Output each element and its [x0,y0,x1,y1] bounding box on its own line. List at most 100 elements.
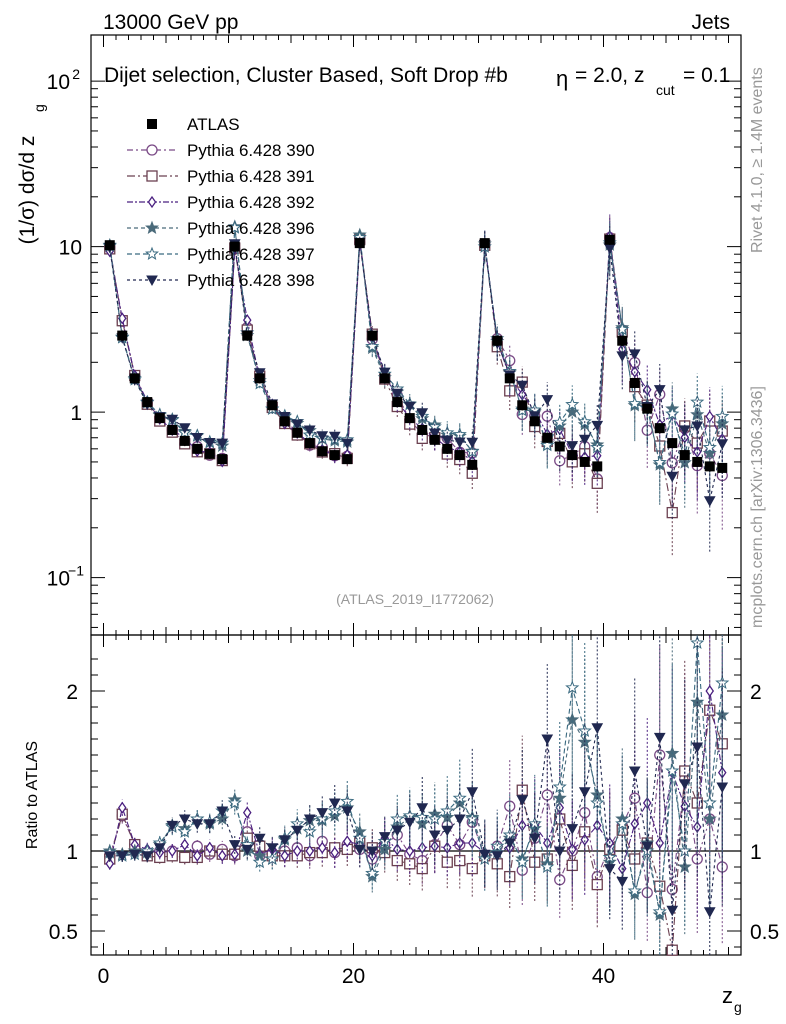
ratio-tick-label: 0.5 [49,921,78,944]
ratio-point [227,795,242,810]
legend-label-atlas: ATLAS [187,115,240,134]
ratio-point [228,840,241,851]
y-tick-label: 10 [59,237,82,260]
ratio-point [577,723,592,738]
series-point [540,437,555,452]
ratio-point [316,808,329,819]
ratio-point [566,824,579,835]
x-axis-label-sub: g [734,999,742,1015]
series-point [178,423,191,434]
mcplots-credit: mcplots.cern.ch [arXiv:1306.3436] [749,386,766,628]
ratio-point [179,851,191,864]
atlas-point [529,416,540,427]
atlas-point [154,413,165,424]
y-tick-label: 1 [70,402,82,425]
atlas-point [379,373,390,384]
series-point [453,437,466,449]
ratio-point [516,795,529,806]
header-right: Jets [691,11,730,34]
series-point [591,420,604,432]
ratio-point [178,814,191,826]
rivet-version: Rivet 4.1.0, ≥ 1.4M events [749,67,766,253]
ratio-point [653,732,666,744]
ratio-point [403,817,416,829]
ratio-point [266,843,279,854]
y-tick-label: 10 [47,71,70,94]
ratio-point [205,841,215,854]
ratio-point [291,825,304,837]
atlas-point [104,240,115,251]
ratio-point [141,851,154,862]
ratio-point [466,787,479,798]
atlas-point [179,435,190,446]
atlas-point [479,238,490,249]
series-point [516,380,529,392]
ratio-point [366,846,379,858]
y-axis-label-ratio: Ratio to ATLAS [24,741,41,849]
legend-label-0: Pythia 6.428 390 [187,141,315,160]
y-axis-label-main: (1/σ) dσ/d z [16,136,39,245]
series-point [378,367,391,379]
ratio-point [280,849,290,862]
atlas-point [554,441,565,452]
ratio-point [603,864,616,875]
atlas-point [454,450,465,461]
series-point [291,419,304,431]
series-point [702,440,717,454]
ratio-point [552,790,567,805]
atlas-point [442,443,453,454]
x-tick-label: 20 [342,965,365,988]
ratio-point [541,734,554,746]
atlas-point [329,450,340,461]
ratio-point [702,811,717,826]
ratio-point [415,810,430,824]
ratio-point [180,838,190,851]
atlas-point [704,461,715,472]
ratio-point [405,844,415,858]
ratio-point [241,844,254,856]
series-point [703,496,716,507]
series-point [253,368,266,379]
ratio-point [217,849,227,862]
series-point [466,437,479,449]
title-suffix: = 2.0, z [575,64,644,87]
ratio-point [303,814,316,826]
atlas-point [717,462,728,473]
legend-label-4: Pythia 6.428 397 [187,245,315,264]
ratio-point [528,833,541,845]
ratio-point [153,843,166,854]
series-point [652,455,667,469]
ratio-point [466,862,478,875]
atlas-point [417,424,428,435]
series-point [441,435,454,447]
ratio-point [353,844,366,856]
atlas-point [279,416,290,427]
analysis-tag: (ATLAS_2019_I1772062) [336,591,494,607]
ratio-point [378,832,391,843]
ratio-point [616,876,629,888]
series-point [566,441,579,452]
series-point [416,408,429,419]
series-point [341,438,354,450]
ratio-point [292,844,302,858]
atlas-point [467,459,478,470]
ratio-point [565,680,580,694]
series-point [616,351,629,362]
ratio-point [117,801,127,814]
ratio-point [602,850,617,864]
series-point [628,349,641,360]
ratio-point [615,816,630,830]
ratio-point [305,844,315,858]
series-point [577,414,592,428]
ratio-point [166,820,179,832]
ratio-point [216,806,229,818]
ratio-point [317,841,327,854]
ratio-point [328,798,341,810]
ratio-point [365,866,380,880]
atlas-point [504,373,515,384]
y-tick-label-exp: −1 [68,563,84,579]
legend-label-5: Pythia 6.428 398 [187,271,315,290]
legend-label-1: Pythia 6.428 391 [187,167,315,186]
ratio-point [391,854,403,867]
